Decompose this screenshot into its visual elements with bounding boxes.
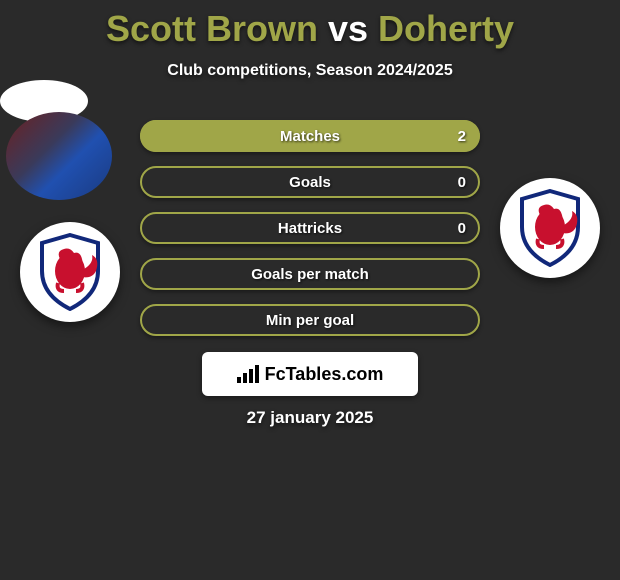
player1-photo (6, 112, 112, 200)
bar-row: Goals0 (140, 166, 480, 198)
subtitle: Club competitions, Season 2024/2025 (0, 62, 620, 80)
watermark-text: FcTables.com (265, 364, 384, 385)
team-photo-placeholder (6, 112, 112, 200)
bar-label: Goals (140, 166, 480, 198)
bar-row: Min per goal (140, 304, 480, 336)
title-vs: vs (328, 8, 368, 49)
bar-row: Hattricks0 (140, 212, 480, 244)
bar-value: 2 (458, 120, 466, 152)
date-label: 27 january 2025 (0, 408, 620, 428)
bar-row: Matches2 (140, 120, 480, 152)
title-player1: Scott Brown (106, 8, 318, 49)
watermark-badge: FcTables.com (202, 352, 418, 396)
bars-ascending-icon (237, 365, 259, 383)
comparison-chart: Matches2Goals0Hattricks0Goals per matchM… (140, 120, 480, 350)
bar-label: Min per goal (140, 304, 480, 336)
bar-value: 0 (458, 212, 466, 244)
bar-value: 0 (458, 166, 466, 198)
title-player2: Doherty (378, 8, 514, 49)
page-title: Scott Brown vs Doherty (0, 0, 620, 50)
player2-club-crest (500, 178, 600, 278)
player1-club-crest (20, 222, 120, 322)
bar-label: Matches (140, 120, 480, 152)
bar-label: Goals per match (140, 258, 480, 290)
bar-row: Goals per match (140, 258, 480, 290)
bar-label: Hattricks (140, 212, 480, 244)
